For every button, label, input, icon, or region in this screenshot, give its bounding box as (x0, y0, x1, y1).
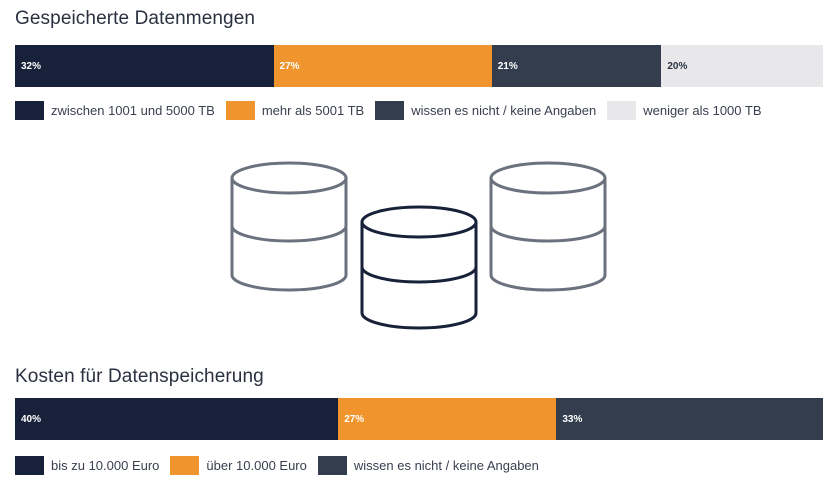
legend-label: zwischen 1001 und 5000 TB (51, 103, 215, 118)
segment-value-label: 40% (21, 413, 42, 425)
legend-swatch (170, 456, 200, 475)
legend-item: zwischen 1001 und 5000 TB (15, 101, 215, 120)
legend-item: über 10.000 Euro (170, 456, 307, 475)
bar-segment: 27% (338, 398, 557, 440)
chart-title-storage-cost: Kosten für Datenspeicherung (15, 366, 264, 387)
database-icon (489, 161, 607, 292)
segment-value-label: 27% (279, 60, 300, 72)
legend-label: weniger als 1000 TB (643, 103, 762, 118)
bar-segment: 21% (491, 45, 662, 87)
legend-label: wissen es nicht / keine Angaben (411, 103, 597, 118)
legend-data-volume: zwischen 1001 und 5000 TB mehr als 5001 T… (15, 101, 773, 120)
bar-segment: 33% (556, 398, 823, 440)
legend-item: bis zu 10.000 Euro (15, 456, 159, 475)
bar-segment: 40% (15, 398, 339, 440)
database-icon (230, 161, 348, 292)
legend-swatch (15, 456, 44, 475)
stacked-bar-data-volume: 32% 27% 21% 20% (15, 45, 823, 87)
legend-swatch (375, 101, 405, 120)
segment-value-label: 32% (21, 60, 42, 72)
segment-value-label: 21% (497, 60, 518, 72)
chart-title-data-volume: Gespeicherte Datenmengen (15, 8, 256, 29)
stacked-bar-storage-cost: 40% 27% 33% (15, 398, 823, 440)
segment-value-label: 33% (562, 413, 583, 425)
legend-label: bis zu 10.000 Euro (51, 458, 160, 473)
legend-storage-cost: bis zu 10.000 Euro über 10.000 Euro wissen… (15, 456, 550, 475)
legend-item: wissen es nicht / keine Angaben (375, 101, 596, 120)
bar-segment: 32% (15, 45, 274, 87)
legend-item: wissen es nicht / keine Angaben (317, 456, 539, 475)
database-icon (360, 205, 478, 330)
legend-swatch (15, 101, 44, 120)
legend-item: weniger als 1000 TB (607, 101, 762, 120)
legend-swatch (317, 456, 347, 475)
legend-label: wissen es nicht / keine Angaben (353, 458, 539, 473)
segment-value-label: 20% (667, 60, 688, 72)
legend-item: mehr als 5001 TB (225, 101, 365, 120)
legend-label: über 10.000 Euro (206, 458, 307, 473)
bar-segment: 20% (661, 45, 823, 87)
legend-swatch (225, 101, 255, 120)
legend-swatch (607, 101, 637, 120)
segment-value-label: 27% (344, 413, 365, 425)
legend-label: mehr als 5001 TB (261, 103, 365, 118)
bar-segment: 27% (273, 45, 492, 87)
